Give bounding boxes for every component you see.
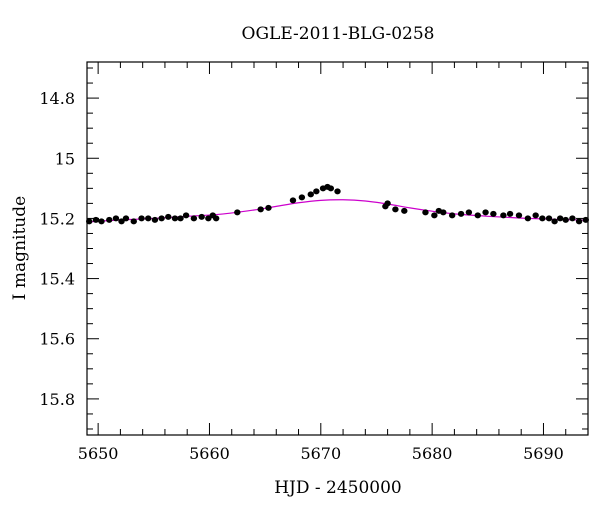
data-point bbox=[539, 215, 546, 222]
data-point bbox=[327, 185, 335, 192]
data-point bbox=[257, 206, 264, 213]
data-points-layer bbox=[86, 183, 589, 225]
axis-ticks bbox=[87, 62, 589, 435]
data-point bbox=[457, 210, 465, 217]
x-tick-label: 5680 bbox=[412, 444, 453, 463]
data-point bbox=[165, 213, 172, 220]
data-point bbox=[92, 216, 100, 223]
data-point bbox=[182, 212, 190, 219]
plot-border bbox=[86, 61, 589, 436]
data-point bbox=[401, 207, 408, 214]
data-point bbox=[582, 216, 589, 223]
data-point bbox=[190, 215, 198, 222]
data-point bbox=[177, 215, 184, 222]
data-point bbox=[118, 218, 125, 225]
data-point bbox=[289, 197, 297, 204]
data-point bbox=[474, 212, 481, 219]
data-point bbox=[384, 200, 391, 207]
data-point bbox=[422, 209, 429, 216]
data-point bbox=[440, 209, 447, 216]
data-point bbox=[448, 212, 456, 219]
data-point bbox=[171, 215, 179, 222]
data-point bbox=[490, 210, 497, 217]
data-point bbox=[334, 188, 341, 195]
data-point bbox=[151, 216, 159, 223]
data-point bbox=[392, 206, 399, 213]
plot-frame bbox=[86, 61, 589, 436]
y-tick-label: 15 bbox=[55, 149, 75, 168]
y-tick-label: 14.8 bbox=[39, 89, 75, 108]
data-point bbox=[98, 218, 105, 225]
data-point bbox=[307, 191, 314, 198]
chart-title: OGLE-2011-BLG-0258 bbox=[242, 24, 435, 44]
x-tick-label: 5690 bbox=[523, 444, 564, 463]
data-point bbox=[158, 215, 165, 222]
data-point bbox=[298, 194, 306, 201]
data-point bbox=[130, 218, 137, 225]
x-tick-label: 5660 bbox=[189, 444, 230, 463]
data-point bbox=[212, 215, 220, 222]
data-point bbox=[545, 215, 553, 222]
data-point bbox=[234, 209, 241, 216]
data-point bbox=[556, 215, 564, 222]
y-tick-label: 15.4 bbox=[39, 270, 75, 289]
data-point bbox=[482, 209, 489, 216]
y-axis-label: I magnitude bbox=[10, 196, 30, 300]
data-point bbox=[431, 212, 438, 219]
data-point bbox=[106, 216, 113, 223]
data-point bbox=[500, 212, 507, 219]
data-point bbox=[122, 215, 130, 222]
data-point bbox=[515, 212, 523, 219]
data-point bbox=[562, 216, 569, 223]
data-point bbox=[138, 215, 145, 222]
data-point bbox=[575, 218, 583, 225]
y-tick-label: 15.2 bbox=[39, 209, 75, 228]
y-tick-label: 15.6 bbox=[39, 330, 75, 349]
data-point bbox=[265, 204, 272, 211]
data-point bbox=[506, 210, 514, 217]
data-point bbox=[86, 218, 93, 225]
data-point bbox=[551, 218, 558, 225]
data-point bbox=[145, 215, 152, 222]
data-point bbox=[569, 215, 576, 222]
x-tick-label: 5670 bbox=[300, 444, 341, 463]
data-point bbox=[465, 209, 473, 216]
data-point bbox=[313, 188, 320, 195]
axis-tick-labels: 5650 5660 5670 5680 5690 14.8 15 15.2 15.4 15.6 15… bbox=[39, 89, 563, 463]
data-point bbox=[532, 212, 539, 219]
data-point bbox=[524, 215, 532, 222]
data-point bbox=[112, 215, 120, 222]
x-tick-label: 5650 bbox=[78, 444, 119, 463]
data-point bbox=[198, 213, 205, 220]
data-point bbox=[205, 215, 212, 222]
y-tick-label: 15.8 bbox=[39, 390, 75, 409]
x-axis-label: HJD - 2450000 bbox=[274, 478, 402, 498]
